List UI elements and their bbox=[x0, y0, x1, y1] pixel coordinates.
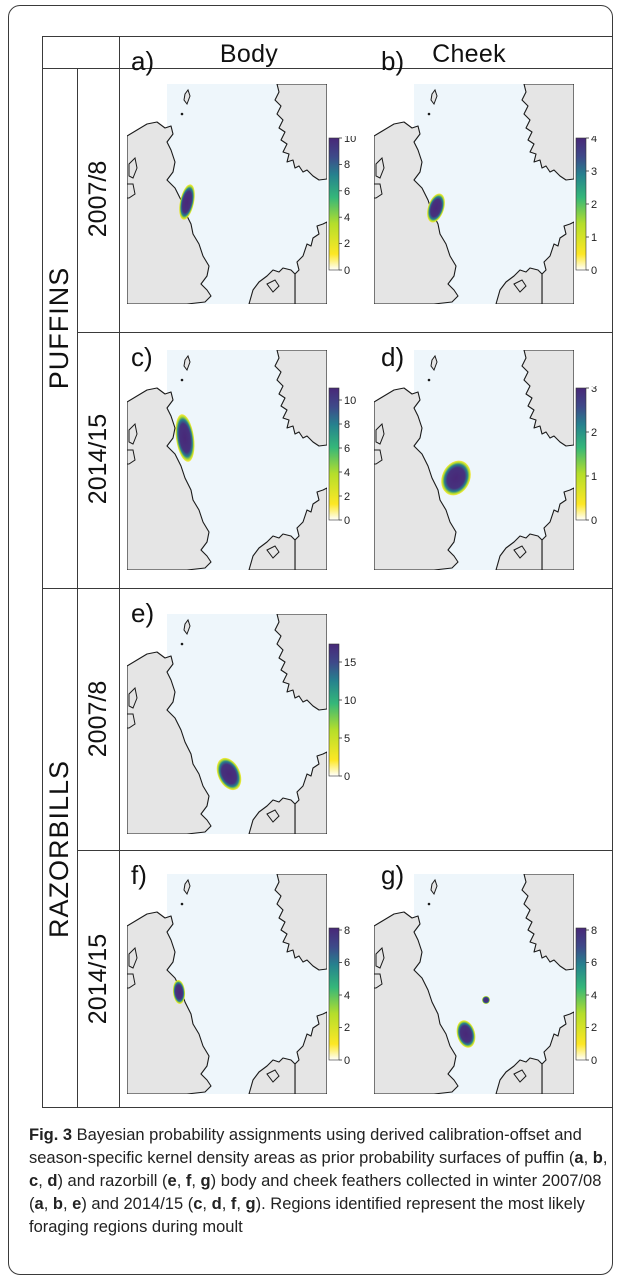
map-d bbox=[374, 350, 574, 570]
svg-text:0: 0 bbox=[344, 515, 350, 527]
map-f bbox=[127, 874, 327, 1094]
svg-text:2: 2 bbox=[344, 491, 350, 503]
svg-text:2: 2 bbox=[344, 238, 350, 250]
species-label-puffins: PUFFINS bbox=[44, 266, 74, 390]
panel-letter-e: e) bbox=[131, 598, 155, 628]
colorbar-c: 10 8 6 4 2 0 bbox=[328, 387, 356, 527]
svg-text:6: 6 bbox=[344, 957, 350, 969]
svg-text:8: 8 bbox=[344, 159, 350, 171]
panel-letter-c: c) bbox=[131, 342, 153, 372]
svg-text:3: 3 bbox=[591, 386, 597, 395]
figure-frame: Body Cheek PUFFINS RAZORBILLS 2007/8 201… bbox=[8, 5, 613, 1275]
row-divider bbox=[77, 850, 612, 851]
svg-text:8: 8 bbox=[344, 926, 350, 937]
svg-text:0: 0 bbox=[591, 265, 597, 277]
figure-grid bbox=[42, 36, 612, 1108]
map-a bbox=[127, 84, 327, 304]
year-label-puffins-2014: 2014/15 bbox=[84, 413, 112, 505]
panel-letter-g: g) bbox=[381, 860, 405, 890]
svg-text:10: 10 bbox=[344, 136, 356, 145]
map-g bbox=[374, 874, 574, 1094]
svg-text:15: 15 bbox=[344, 657, 356, 669]
svg-text:10: 10 bbox=[344, 395, 356, 407]
column-header-cheek: Cheek bbox=[432, 40, 506, 68]
year-label-razorbills-2007: 2007/8 bbox=[84, 680, 112, 758]
colorbar-b: 4 3 2 1 0 bbox=[575, 136, 597, 277]
svg-text:6: 6 bbox=[591, 957, 597, 969]
panel-letter-b: b) bbox=[381, 46, 405, 76]
map-b bbox=[374, 84, 574, 304]
svg-text:10: 10 bbox=[344, 695, 356, 707]
svg-text:1: 1 bbox=[591, 232, 597, 244]
colorbar-g: 8 6 4 2 0 bbox=[575, 926, 597, 1067]
header-divider bbox=[42, 68, 612, 69]
colorbar-d: 3 2 1 0 bbox=[575, 386, 597, 527]
svg-text:0: 0 bbox=[344, 771, 350, 783]
svg-text:0: 0 bbox=[591, 1055, 597, 1067]
svg-text:5: 5 bbox=[344, 733, 350, 745]
svg-text:4: 4 bbox=[591, 990, 597, 1002]
svg-text:2: 2 bbox=[591, 1022, 597, 1034]
svg-text:2: 2 bbox=[344, 1022, 350, 1034]
year-label-razorbills-2014: 2014/15 bbox=[84, 933, 112, 1025]
column-header-body: Body bbox=[219, 40, 279, 68]
species-column-divider bbox=[77, 68, 78, 1108]
svg-text:0: 0 bbox=[591, 515, 597, 527]
svg-text:4: 4 bbox=[344, 212, 350, 224]
year-column-divider bbox=[119, 36, 120, 1108]
svg-text:8: 8 bbox=[591, 926, 597, 937]
map-c bbox=[127, 350, 327, 570]
svg-text:0: 0 bbox=[344, 265, 350, 277]
svg-text:2: 2 bbox=[591, 199, 597, 211]
colorbar-f: 8 6 4 2 0 bbox=[328, 926, 350, 1067]
species-label-razorbills: RAZORBILLS bbox=[44, 759, 74, 939]
species-divider bbox=[42, 588, 612, 589]
svg-text:3: 3 bbox=[591, 166, 597, 178]
row-divider bbox=[77, 332, 612, 333]
panel-letter-a: a) bbox=[131, 46, 155, 76]
panel-letter-f: f) bbox=[131, 860, 147, 890]
svg-text:2: 2 bbox=[591, 427, 597, 439]
svg-text:1: 1 bbox=[591, 471, 597, 483]
svg-text:4: 4 bbox=[591, 136, 597, 145]
svg-text:6: 6 bbox=[344, 443, 350, 455]
caption-figure-label: Fig. 3 bbox=[29, 1126, 73, 1144]
map-e bbox=[127, 614, 327, 834]
svg-text:0: 0 bbox=[344, 1055, 350, 1067]
svg-text:8: 8 bbox=[344, 419, 350, 431]
colorbar-a: 10 8 6 4 2 0 bbox=[328, 136, 356, 277]
year-label-puffins-2007: 2007/8 bbox=[84, 160, 112, 238]
colorbar-e: 15 10 5 0 bbox=[328, 643, 356, 783]
svg-text:4: 4 bbox=[344, 990, 350, 1002]
panel-letter-d: d) bbox=[381, 342, 405, 372]
figure-caption: Fig. 3 Bayesian probability assignments … bbox=[29, 1126, 608, 1236]
svg-text:6: 6 bbox=[344, 186, 350, 198]
svg-text:4: 4 bbox=[344, 467, 350, 479]
